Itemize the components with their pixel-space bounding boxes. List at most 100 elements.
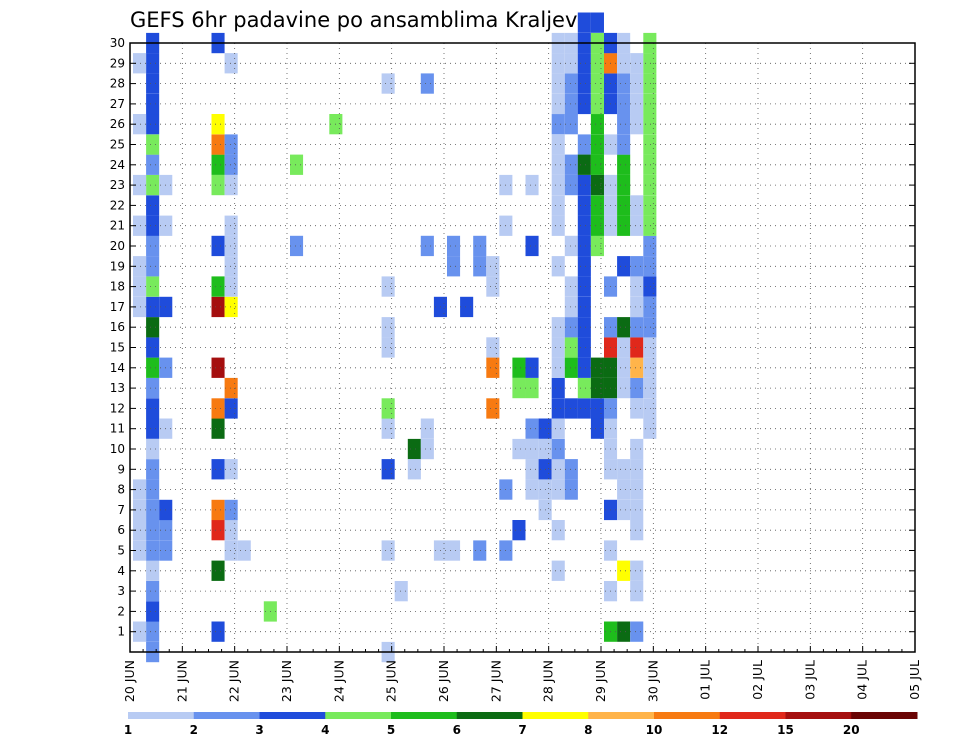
heatmap-cell xyxy=(133,256,147,277)
heatmap-cell xyxy=(617,215,631,236)
heatmap-cell xyxy=(551,459,565,480)
heatmap-cell xyxy=(630,256,644,277)
heatmap-cell xyxy=(577,296,591,318)
heatmap-cell xyxy=(564,53,578,74)
heatmap-cell xyxy=(447,235,461,257)
x-tick-label: 20 JUN xyxy=(122,660,137,702)
x-tick-label: 04 JUL xyxy=(855,660,870,700)
heatmap-cell xyxy=(133,621,147,642)
heatmap-cell xyxy=(577,12,591,33)
colorbar-swatch xyxy=(785,712,852,719)
heatmap-cell xyxy=(551,154,565,175)
y-tick-label: 11 xyxy=(110,422,125,436)
heatmap-cell xyxy=(643,317,657,338)
heatmap-cell xyxy=(224,235,238,257)
heatmap-cell xyxy=(211,621,225,642)
colorbar-swatch xyxy=(456,712,523,719)
x-tick-label: 02 JUL xyxy=(750,660,765,700)
heatmap-cell xyxy=(564,93,578,115)
x-axis-ticks: 20 JUN 21 JUN 22 JUN 23 JUN 24 JUN 25 JUN 26 J… xyxy=(122,646,922,702)
x-tick-label: 01 JUL xyxy=(698,660,713,700)
heatmap-cell xyxy=(643,357,657,378)
heatmap-cell xyxy=(146,581,160,602)
heatmap-cell xyxy=(617,317,631,338)
heatmap-cell xyxy=(146,134,160,155)
colorbar-swatch xyxy=(654,712,721,719)
heatmap-cell xyxy=(146,195,160,216)
heatmap-cell xyxy=(643,174,657,196)
heatmap-cell xyxy=(486,337,500,358)
y-tick-label: 5 xyxy=(117,544,125,558)
heatmap-cell xyxy=(630,560,644,581)
heatmap-cell xyxy=(551,215,565,236)
heatmap-cell xyxy=(224,540,238,561)
heatmap-cell xyxy=(617,174,631,196)
heatmap-cell xyxy=(420,73,434,94)
heatmap-cell xyxy=(643,195,657,216)
heatmap-cell xyxy=(630,93,644,115)
heatmap-cell xyxy=(211,459,225,480)
heatmap-cell xyxy=(146,276,160,297)
heatmap-cell xyxy=(146,296,160,318)
heatmap-cell xyxy=(211,276,225,297)
heatmap-cell xyxy=(133,540,147,561)
heatmap-cell xyxy=(577,134,591,155)
heatmap-cell xyxy=(564,357,578,378)
x-tick-label: 23 JUN xyxy=(279,660,294,702)
heatmap-cell xyxy=(617,256,631,277)
heatmap-cell xyxy=(617,499,631,521)
y-tick-label: 3 xyxy=(117,584,125,598)
colorbar-swatch xyxy=(851,712,918,719)
y-tick-label: 27 xyxy=(110,97,125,111)
y-tick-label: 28 xyxy=(110,77,125,91)
heatmap-cell xyxy=(224,134,238,155)
colorbar-tick-label: 15 xyxy=(777,723,794,737)
heatmap-cell xyxy=(617,357,631,378)
heatmap-cell xyxy=(617,459,631,480)
grid-lines xyxy=(130,43,915,652)
heatmap-cell xyxy=(564,276,578,297)
y-tick-label: 30 xyxy=(110,36,125,50)
heatmap-cell xyxy=(512,357,526,378)
heatmap-cell xyxy=(146,560,160,581)
heatmap-cell xyxy=(486,256,500,277)
heatmap-cell xyxy=(564,235,578,257)
heatmap-cell xyxy=(290,235,304,257)
heatmap-cell xyxy=(211,235,225,257)
heatmap-cell xyxy=(407,459,421,480)
heatmap-cell xyxy=(617,73,631,94)
y-tick-label: 8 xyxy=(117,483,125,497)
heatmap-cell xyxy=(590,418,604,439)
heatmap-cell xyxy=(133,114,147,135)
heatmap-cell xyxy=(407,438,421,460)
heatmap-cell xyxy=(617,134,631,155)
heatmap-cell xyxy=(590,398,604,419)
heatmap-cell xyxy=(617,621,631,642)
heatmap-cell xyxy=(617,93,631,115)
x-tick-label: 05 JUL xyxy=(907,660,922,700)
heatmap-cell xyxy=(211,296,225,318)
colorbar-tick-label: 3 xyxy=(255,723,263,737)
heatmap-cell xyxy=(564,174,578,196)
y-tick-label: 18 xyxy=(110,280,125,294)
heatmap-cell xyxy=(551,174,565,196)
colorbar-tick-label: 5 xyxy=(387,723,395,737)
heatmap-cell xyxy=(146,73,160,94)
y-tick-label: 10 xyxy=(110,442,125,456)
heatmap-cell xyxy=(577,215,591,236)
heatmap-cell xyxy=(617,337,631,358)
heatmap-cell xyxy=(146,601,160,622)
heatmap-cell xyxy=(381,317,395,338)
heatmap-cell xyxy=(525,377,539,399)
heatmap-cell xyxy=(133,53,147,74)
heatmap-cell xyxy=(564,154,578,175)
heatmap-cell xyxy=(525,418,539,439)
heatmap-cell xyxy=(590,134,604,155)
heatmap-cell xyxy=(133,276,147,297)
colorbar-swatch xyxy=(391,712,458,719)
heatmap-cell xyxy=(133,499,147,521)
heatmap-cell xyxy=(460,296,474,318)
heatmap-cell xyxy=(577,337,591,358)
colorbar-tick-label: 2 xyxy=(190,723,198,737)
y-tick-label: 29 xyxy=(110,56,125,70)
